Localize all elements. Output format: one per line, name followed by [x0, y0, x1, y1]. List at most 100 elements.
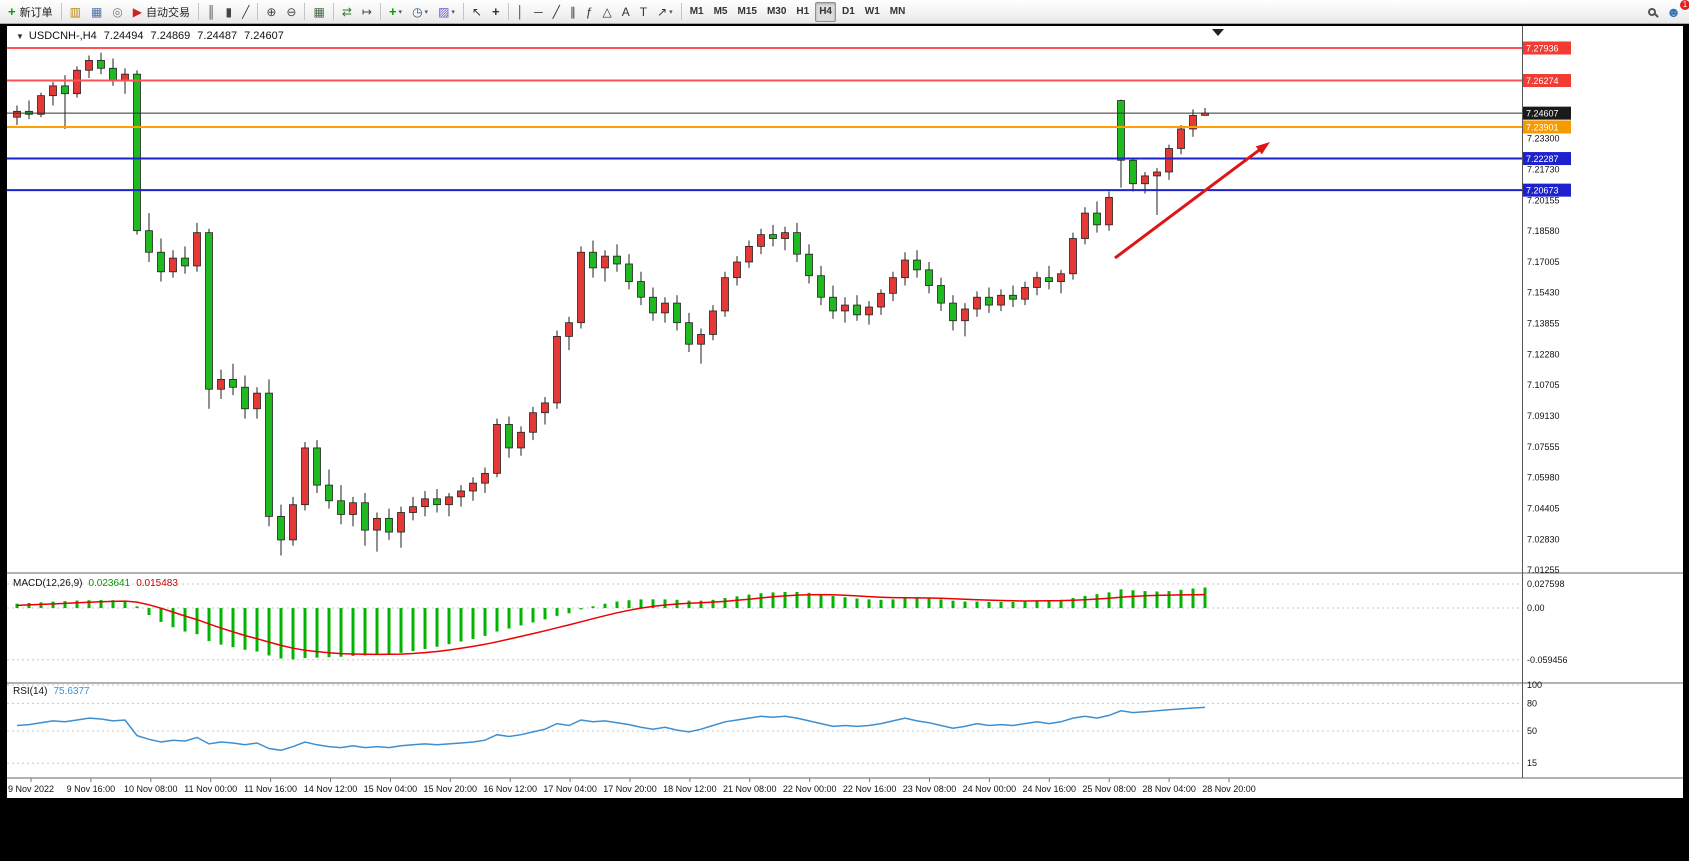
timeframe-w1-label: W1	[864, 6, 880, 17]
candles-layer	[13, 52, 1209, 556]
zoom-out-icon: ⊖	[286, 4, 297, 19]
toolbar-separator	[257, 3, 259, 20]
rsi-value: 75.6377	[53, 686, 90, 697]
svg-text:7.01255: 7.01255	[1527, 565, 1560, 575]
pane-separators[interactable]	[7, 572, 1683, 779]
text-icon: A	[621, 4, 630, 19]
chart-canvas[interactable]: 7.23300 7.21730 7.20155 7.18580 7.17005 7.154…	[7, 26, 1683, 798]
market-watch-icon: ▥	[69, 4, 81, 19]
chart-shift-button[interactable]: ↦	[358, 2, 376, 22]
svg-text:7.26274: 7.26274	[1526, 76, 1559, 86]
svg-text:17 Nov 20:00: 17 Nov 20:00	[603, 784, 657, 794]
new-order-button[interactable]: + 新订单	[4, 2, 57, 22]
horizontal-line-icon: ─	[534, 4, 543, 19]
equidistant-channel-button[interactable]: ∥	[566, 2, 580, 22]
chart-window[interactable]: 7.23300 7.21730 7.20155 7.18580 7.17005 7.154…	[7, 26, 1683, 798]
new-order-button-label: 新订单	[19, 6, 53, 19]
timeframe-m30-label: M30	[766, 6, 787, 17]
candlestick-chart-button[interactable]: ▮	[222, 2, 237, 22]
svg-text:28 Nov 20:00: 28 Nov 20:00	[1202, 784, 1256, 794]
timeframe-m15-button[interactable]: M15	[734, 2, 761, 22]
svg-text:7.23300: 7.23300	[1527, 134, 1560, 144]
auto-scroll-button[interactable]: ⇄	[338, 2, 356, 22]
navigator-button[interactable]: ◎	[108, 2, 126, 22]
timeframe-d1-button[interactable]: D1	[838, 2, 859, 22]
svg-text:25 Nov 08:00: 25 Nov 08:00	[1082, 784, 1136, 794]
zoom-out-button[interactable]: ⊖	[282, 2, 300, 22]
arrows-button[interactable]: ↗ ▾	[653, 2, 677, 22]
svg-text:7.20155: 7.20155	[1527, 195, 1560, 205]
svg-text:22 Nov 16:00: 22 Nov 16:00	[843, 784, 897, 794]
chart-shift-marker-icon[interactable]	[1212, 29, 1224, 36]
macd-name: MACD(12,26,9)	[13, 578, 83, 589]
search-button[interactable]	[1644, 2, 1660, 22]
svg-text:80: 80	[1527, 698, 1537, 708]
timeframe-mn-button[interactable]: MN	[886, 2, 910, 22]
templates-icon: ▨	[438, 4, 450, 19]
text-button[interactable]: A	[618, 2, 634, 22]
tile-windows-button[interactable]: ▦	[309, 2, 328, 22]
trend-arrow-annotation[interactable]	[1114, 142, 1270, 260]
indicators-icon: +	[388, 4, 397, 19]
horizontal-line-objects[interactable]	[7, 46, 1522, 192]
timeframe-d1-label: D1	[842, 6, 855, 17]
timeframe-m5-button[interactable]: M5	[710, 2, 732, 22]
crosshair-button[interactable]: +	[488, 2, 504, 22]
trendline-button[interactable]: ╱	[549, 2, 564, 22]
line-chart-button[interactable]: ╱	[238, 2, 253, 22]
shapes-button[interactable]: △	[599, 2, 616, 22]
svg-text:7.07555: 7.07555	[1527, 442, 1560, 452]
vertical-line-button[interactable]: │	[513, 2, 529, 22]
svg-text:11 Nov 00:00: 11 Nov 00:00	[184, 784, 237, 794]
svg-text:7.13855: 7.13855	[1527, 319, 1560, 329]
auto-trading-button[interactable]: ▶ 自动交易	[129, 2, 194, 22]
timeframe-w1-button[interactable]: W1	[861, 2, 884, 22]
svg-text:7.15430: 7.15430	[1527, 288, 1560, 298]
timeframe-h1-button[interactable]: H1	[792, 2, 813, 22]
fibonacci-button[interactable]: ƒ	[582, 2, 597, 22]
svg-text:7.27936: 7.27936	[1526, 43, 1559, 53]
periods-button[interactable]: ◷ ▾	[408, 2, 432, 22]
auto-scroll-icon: ⇄	[341, 4, 352, 19]
auto-trading-icon: ▶	[132, 4, 142, 19]
low-value: 7.24487	[197, 30, 238, 42]
timeframe-m1-button[interactable]: M1	[686, 2, 708, 22]
data-window-button[interactable]: ▦	[87, 2, 106, 22]
macd-pane: 0.027598 0.00 -0.059456	[7, 579, 1568, 665]
svg-text:11 Nov 16:00: 11 Nov 16:00	[244, 784, 297, 794]
chevron-down-icon: ▾	[424, 8, 429, 16]
svg-text:100: 100	[1527, 680, 1542, 690]
cursor-button[interactable]: ↖	[468, 2, 486, 22]
zoom-in-icon: ⊕	[266, 4, 277, 19]
macd-signal-value: 0.015483	[136, 578, 178, 589]
zoom-in-button[interactable]: ⊕	[262, 2, 280, 22]
bar-chart-icon: ║	[207, 4, 216, 19]
bar-chart-button[interactable]: ║	[203, 2, 220, 22]
market-watch-button[interactable]: ▥	[66, 2, 85, 22]
svg-text:28 Nov 04:00: 28 Nov 04:00	[1142, 784, 1196, 794]
timeframe-m30-button[interactable]: M30	[763, 2, 790, 22]
text-label-button[interactable]: T	[636, 2, 651, 22]
indicators-button[interactable]: + ▾	[385, 2, 406, 22]
svg-text:0.00: 0.00	[1527, 603, 1545, 613]
new-order-icon: +	[8, 4, 16, 19]
notifications-button[interactable]: ☻ 1	[1662, 0, 1689, 22]
svg-text:22 Nov 00:00: 22 Nov 00:00	[783, 784, 837, 794]
svg-text:7.22287: 7.22287	[1526, 154, 1559, 164]
toolbar-separator	[379, 3, 381, 20]
line-chart-icon: ╱	[242, 4, 250, 19]
chevron-down-icon: ▾	[398, 8, 403, 16]
svg-text:21 Nov 08:00: 21 Nov 08:00	[723, 784, 777, 794]
data-window-icon: ▦	[90, 4, 103, 19]
svg-text:7.23901: 7.23901	[1526, 122, 1559, 132]
timeframe-h4-button[interactable]: H4	[815, 1, 836, 22]
time-axis[interactable]: 9 Nov 2022 9 Nov 16:00 10 Nov 08:00 11 Nov …	[8, 778, 1256, 794]
horizontal-line-button[interactable]: ─	[530, 2, 547, 22]
chart-title: ▼ USDCNH-,H4 7.24494 7.24869 7.24487 7.24607	[16, 30, 284, 42]
templates-button[interactable]: ▨ ▾	[434, 2, 459, 22]
svg-text:7.05980: 7.05980	[1527, 473, 1560, 483]
svg-text:50: 50	[1527, 726, 1537, 736]
svg-text:0.027598: 0.027598	[1527, 579, 1565, 589]
one-click-trading-toggle[interactable]: ▼	[16, 32, 24, 41]
svg-text:15 Nov 20:00: 15 Nov 20:00	[424, 784, 478, 794]
